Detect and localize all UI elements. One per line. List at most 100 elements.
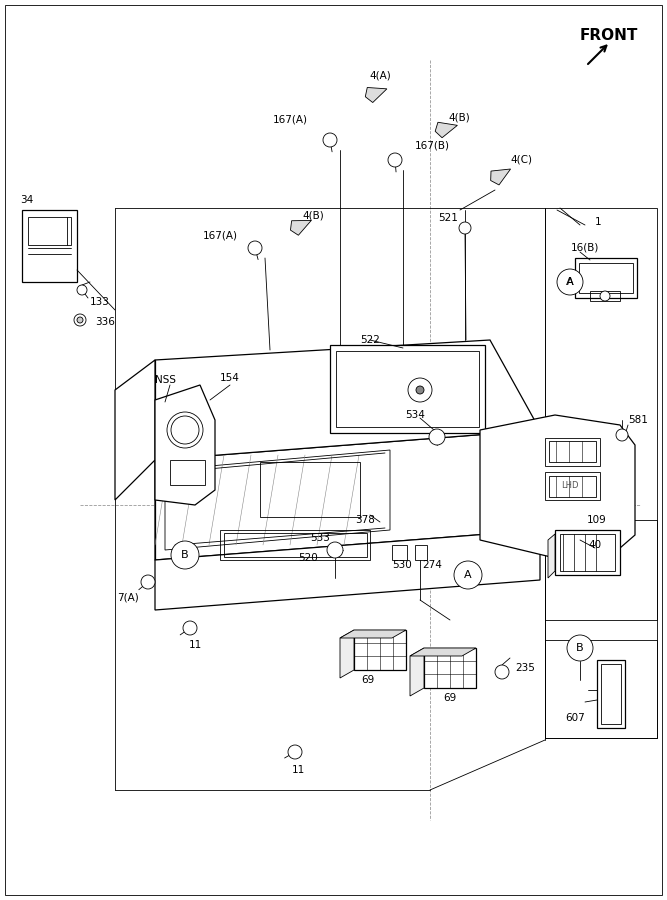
Polygon shape <box>435 122 458 138</box>
Bar <box>260 462 360 517</box>
Text: 1: 1 <box>595 217 602 227</box>
Bar <box>545 208 657 738</box>
Polygon shape <box>155 385 215 505</box>
Bar <box>330 345 485 433</box>
Text: 581: 581 <box>628 415 648 425</box>
Bar <box>28 217 71 245</box>
Circle shape <box>558 270 582 294</box>
Text: 167(B): 167(B) <box>415 140 450 150</box>
Bar <box>555 530 620 575</box>
Bar <box>545 438 600 466</box>
Circle shape <box>248 241 262 255</box>
Text: 69: 69 <box>444 693 457 703</box>
Text: 235: 235 <box>515 663 535 673</box>
Bar <box>590 291 620 301</box>
Circle shape <box>167 412 203 448</box>
Circle shape <box>408 378 432 402</box>
Text: 607: 607 <box>565 713 585 723</box>
Polygon shape <box>548 534 555 578</box>
Text: A: A <box>567 277 574 287</box>
Text: 69: 69 <box>362 675 375 685</box>
Text: FRONT: FRONT <box>580 28 638 42</box>
Bar <box>601 664 621 724</box>
Polygon shape <box>480 415 635 558</box>
Bar <box>545 640 657 738</box>
Text: 533: 533 <box>310 533 330 543</box>
Circle shape <box>171 416 199 444</box>
Text: 167(A): 167(A) <box>273 115 307 125</box>
Bar <box>545 472 600 500</box>
Bar <box>220 530 370 560</box>
Text: 109: 109 <box>587 515 607 525</box>
Bar <box>22 210 77 282</box>
Text: 4(B): 4(B) <box>302 210 323 220</box>
Polygon shape <box>155 430 540 560</box>
Text: 154: 154 <box>220 373 240 383</box>
Circle shape <box>495 665 509 679</box>
Circle shape <box>557 269 583 295</box>
Circle shape <box>77 317 83 323</box>
Circle shape <box>288 745 302 759</box>
Bar <box>336 351 479 427</box>
Circle shape <box>388 153 402 167</box>
Circle shape <box>74 314 86 326</box>
Polygon shape <box>115 360 155 500</box>
Text: 4(A): 4(A) <box>369 70 391 80</box>
Circle shape <box>323 133 337 147</box>
Text: A: A <box>566 277 574 287</box>
Circle shape <box>77 285 87 295</box>
Polygon shape <box>155 340 540 460</box>
Bar <box>579 263 633 293</box>
Circle shape <box>183 621 197 635</box>
Text: 378: 378 <box>355 515 375 525</box>
Text: 40: 40 <box>588 540 602 550</box>
Text: 530: 530 <box>392 560 412 570</box>
Circle shape <box>567 635 593 661</box>
Circle shape <box>616 429 628 441</box>
Circle shape <box>429 429 445 445</box>
Circle shape <box>171 541 199 569</box>
Text: 534: 534 <box>405 410 425 420</box>
Text: 4(B): 4(B) <box>448 113 470 123</box>
Text: 520: 520 <box>298 553 318 563</box>
Bar <box>549 476 596 497</box>
Circle shape <box>459 222 471 234</box>
Text: B: B <box>576 643 584 653</box>
Circle shape <box>416 386 424 394</box>
Polygon shape <box>340 630 406 638</box>
Bar <box>545 520 657 620</box>
Bar <box>170 460 205 485</box>
Text: 522: 522 <box>360 335 380 345</box>
Polygon shape <box>410 648 476 656</box>
Circle shape <box>141 575 155 589</box>
Text: A: A <box>464 570 472 580</box>
Text: 274: 274 <box>422 560 442 570</box>
Text: 16(B): 16(B) <box>571 243 599 253</box>
Bar <box>415 545 427 560</box>
Bar <box>549 441 596 462</box>
Text: 336: 336 <box>95 317 115 327</box>
Polygon shape <box>340 630 354 678</box>
Polygon shape <box>410 648 424 696</box>
Text: 34: 34 <box>20 195 33 205</box>
Text: 4(C): 4(C) <box>510 155 532 165</box>
Bar <box>224 533 367 557</box>
Bar <box>424 648 476 688</box>
Polygon shape <box>366 87 387 103</box>
Polygon shape <box>165 450 390 550</box>
Polygon shape <box>155 530 540 610</box>
Text: 167(A): 167(A) <box>203 230 237 240</box>
Circle shape <box>454 561 482 589</box>
Text: 11: 11 <box>188 640 201 650</box>
Text: 133: 133 <box>90 297 110 307</box>
Circle shape <box>600 291 610 301</box>
Polygon shape <box>290 220 311 235</box>
Text: LHD: LHD <box>561 481 579 490</box>
Bar <box>392 545 407 560</box>
Text: 11: 11 <box>291 765 305 775</box>
Text: B: B <box>181 550 189 560</box>
Bar <box>354 630 406 670</box>
Bar <box>575 258 637 298</box>
Text: 7(A): 7(A) <box>117 593 139 603</box>
Circle shape <box>327 542 343 558</box>
